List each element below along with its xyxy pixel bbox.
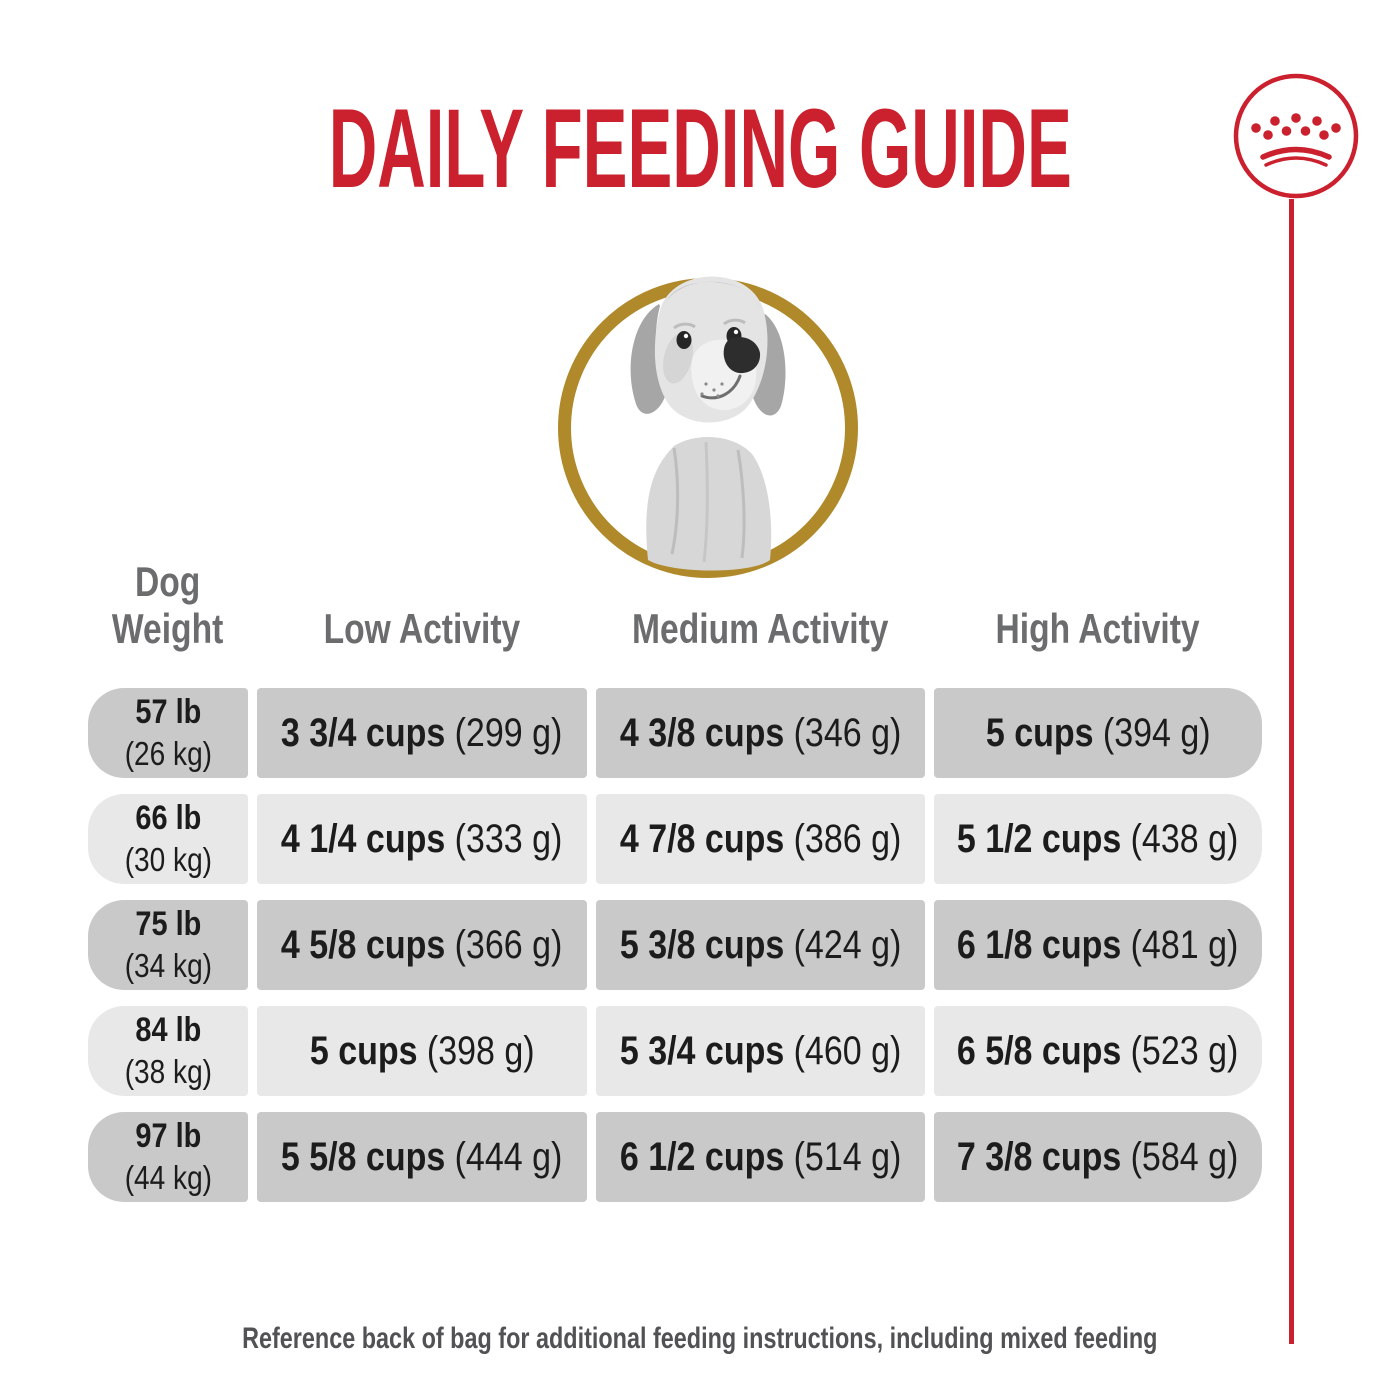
low-activity-cell: 3 3/4 cups (299 g) <box>257 688 587 778</box>
weight-cell: 75 lb (34 kg) <box>88 900 248 990</box>
low-activity-cell: 5 cups (398 g) <box>257 1006 587 1096</box>
table-row: 57 lb (26 kg) 3 3/4 cups (299 g) 4 3/8 cup… <box>88 688 1262 778</box>
labrador-photo-illustration <box>630 276 786 571</box>
column-header-dog-weight: Dog Weight <box>88 558 248 652</box>
table-header-row: Dog Weight Low Activity Medium Activity … <box>88 548 1262 652</box>
footer-note: Reference back of bag for additional fee… <box>242 1322 1158 1355</box>
weight-cell: 66 lb (30 kg) <box>88 794 248 884</box>
weight-cell: 84 lb (38 kg) <box>88 1006 248 1096</box>
dog-medallion <box>556 236 860 582</box>
medium-activity-cell: 5 3/4 cups (460 g) <box>596 1006 925 1096</box>
column-header-medium-activity: Medium Activity <box>632 604 889 652</box>
medium-activity-cell: 4 3/8 cups (346 g) <box>596 688 925 778</box>
low-activity-cell: 4 5/8 cups (366 g) <box>257 900 587 990</box>
medium-activity-cell: 5 3/8 cups (424 g) <box>596 900 925 990</box>
page-title: DAILY FEEDING GUIDE <box>328 86 1072 211</box>
table-row: 75 lb (34 kg) 4 5/8 cups (366 g) 5 3/8 cup… <box>88 900 1262 990</box>
table-row: 84 lb (38 kg) 5 cups (398 g) 5 3/4 cups (46… <box>88 1006 1262 1096</box>
high-activity-cell: 5 1/2 cups (438 g) <box>934 794 1262 884</box>
medium-activity-cell: 6 1/2 cups (514 g) <box>596 1112 925 1202</box>
header-dog: Dog <box>135 557 201 605</box>
low-activity-cell: 4 1/4 cups (333 g) <box>257 794 587 884</box>
header-weight: Weight <box>112 604 224 652</box>
table-row: 66 lb (30 kg) 4 1/4 cups (333 g) 4 7/8 cup… <box>88 794 1262 884</box>
royal-canin-crown-icon <box>1233 73 1359 199</box>
column-header-low-activity: Low Activity <box>323 604 521 652</box>
table-row: 97 lb (44 kg) 5 5/8 cups (444 g) 6 1/2 cup… <box>88 1112 1262 1202</box>
weight-cell: 57 lb (26 kg) <box>88 688 248 778</box>
column-header-high-activity: High Activity <box>995 604 1201 652</box>
feeding-table: 57 lb (26 kg) 3 3/4 cups (299 g) 4 3/8 cup… <box>88 688 1262 1202</box>
high-activity-cell: 7 3/8 cups (584 g) <box>934 1112 1262 1202</box>
weight-cell: 97 lb (44 kg) <box>88 1112 248 1202</box>
high-activity-cell: 5 cups (394 g) <box>934 688 1262 778</box>
high-activity-cell: 6 5/8 cups (523 g) <box>934 1006 1262 1096</box>
low-activity-cell: 5 5/8 cups (444 g) <box>257 1112 587 1202</box>
vertical-divider-line <box>1289 199 1294 1344</box>
medium-activity-cell: 4 7/8 cups (386 g) <box>596 794 925 884</box>
high-activity-cell: 6 1/8 cups (481 g) <box>934 900 1262 990</box>
